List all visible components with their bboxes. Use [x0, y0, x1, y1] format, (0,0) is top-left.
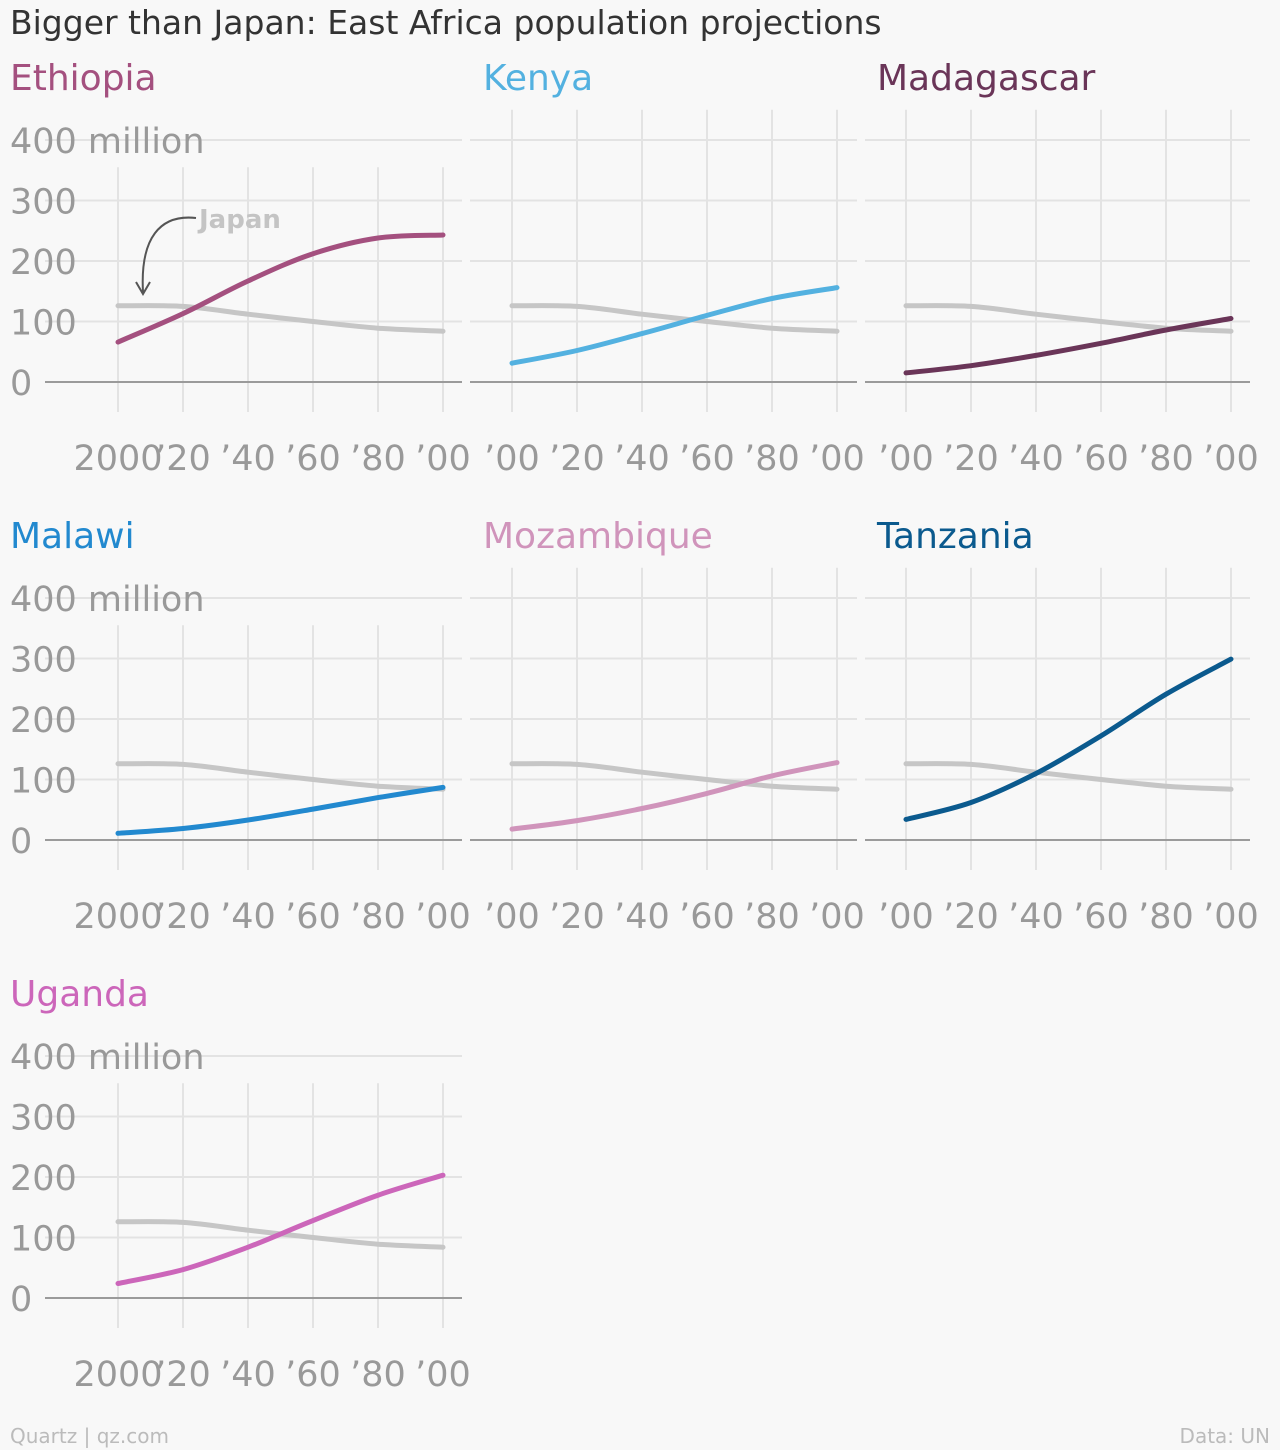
- y-tick-label: 300: [10, 1099, 77, 1139]
- x-tick-label: ’20: [155, 439, 211, 479]
- x-tick-label: ’60: [285, 439, 341, 479]
- series-line-kenya: [509, 285, 840, 366]
- x-tick-label: ’60: [679, 439, 735, 479]
- panel-title-ethiopia: Ethiopia: [10, 58, 157, 99]
- footer-source-left: Quartz | qz.com: [10, 1424, 169, 1448]
- x-tick-label: ’00: [415, 897, 471, 937]
- annotation-arrowhead: [135, 281, 151, 296]
- x-tick-label: ’20: [943, 439, 999, 479]
- y-tick-label: 200: [10, 243, 77, 283]
- y-tick-label: 0: [10, 1280, 32, 1320]
- x-tick-label: 2000: [73, 439, 162, 479]
- x-tick-label: ’80: [350, 897, 406, 937]
- series-line-japan: [509, 761, 840, 792]
- panel-malawi: Malawi 0 100 200 300 400 million 2000’20’40’60…: [10, 516, 471, 937]
- chart-title: Bigger than Japan: East Africa populatio…: [10, 3, 882, 42]
- series-line-malawi: [115, 784, 446, 836]
- y-tick-label: 100: [10, 762, 77, 802]
- x-tick-label: ’40: [220, 1355, 276, 1395]
- panel-kenya: Kenya’00’20’40’60’80’00: [470, 58, 865, 479]
- panel-madagascar: Madagascar’00’20’40’60’80’00: [865, 58, 1259, 479]
- x-tick-label: ’20: [943, 897, 999, 937]
- x-tick-label: ’80: [1138, 439, 1194, 479]
- y-tick-label: 0: [10, 364, 32, 404]
- x-tick-label: ’80: [744, 439, 800, 479]
- x-tick-label: ’00: [415, 439, 471, 479]
- series-line-japan: [903, 761, 1234, 792]
- panel-title-kenya: Kenya: [483, 58, 593, 99]
- x-tick-label: ’60: [1073, 897, 1129, 937]
- x-tick-label: ’40: [220, 439, 276, 479]
- x-tick-label: ’00: [878, 897, 934, 937]
- x-tick-label: ’80: [1138, 897, 1194, 937]
- x-tick-label: ’80: [350, 439, 406, 479]
- panel-title-madagascar: Madagascar: [877, 58, 1096, 99]
- footer-source-right: Data: UN: [1180, 1424, 1270, 1448]
- y-tick-label: 0: [10, 822, 32, 862]
- x-tick-label: ’00: [878, 439, 934, 479]
- x-tick-label: ’60: [1073, 439, 1129, 479]
- series-line-madagascar: [903, 316, 1234, 376]
- x-tick-label: ’00: [809, 439, 865, 479]
- x-tick-label: ’40: [1008, 897, 1064, 937]
- panel-title-tanzania: Tanzania: [876, 516, 1034, 557]
- y-tick-label: 400 million: [10, 580, 205, 620]
- annotation-label: Japan: [197, 205, 281, 235]
- y-tick-label: 400 million: [10, 1038, 205, 1078]
- series-line-japan: [115, 303, 446, 334]
- x-tick-label: 2000: [73, 1355, 162, 1395]
- y-tick-label: 300: [10, 641, 77, 681]
- panel-title-malawi: Malawi: [10, 516, 135, 557]
- x-tick-label: ’80: [744, 897, 800, 937]
- series-line-japan: [115, 761, 446, 792]
- y-tick-label: 100: [10, 1220, 77, 1260]
- y-tick-label: 300: [10, 183, 77, 223]
- x-tick-label: ’20: [549, 897, 605, 937]
- x-tick-label: 2000: [73, 897, 162, 937]
- x-tick-label: ’00: [809, 897, 865, 937]
- japan-annotation: Japan: [135, 205, 281, 296]
- x-tick-label: ’40: [220, 897, 276, 937]
- panel-title-uganda: Uganda: [10, 974, 149, 1015]
- series-line-uganda: [115, 1172, 446, 1286]
- y-tick-label: 200: [10, 701, 77, 741]
- series-line-japan: [509, 303, 840, 334]
- x-tick-label: ’20: [549, 439, 605, 479]
- x-tick-label: ’40: [614, 897, 670, 937]
- x-tick-label: ’40: [1008, 439, 1064, 479]
- x-tick-label: ’00: [1203, 439, 1259, 479]
- series-line-ethiopia: [115, 232, 446, 345]
- panel-title-mozambique: Mozambique: [483, 516, 713, 557]
- x-tick-label: ’20: [155, 1355, 211, 1395]
- y-tick-label: 200: [10, 1159, 77, 1199]
- x-tick-label: ’20: [155, 897, 211, 937]
- y-tick-label: 400 million: [10, 122, 205, 162]
- x-tick-label: ’60: [285, 897, 341, 937]
- panel-tanzania: Tanzania’00’20’40’60’80’00: [865, 516, 1259, 937]
- x-tick-label: ’60: [285, 1355, 341, 1395]
- x-tick-label: ’00: [415, 1355, 471, 1395]
- y-tick-label: 100: [10, 304, 77, 344]
- x-tick-label: ’00: [484, 897, 540, 937]
- x-tick-label: ’00: [1203, 897, 1259, 937]
- x-tick-label: ’80: [350, 1355, 406, 1395]
- series-line-mozambique: [509, 760, 840, 832]
- panel-mozambique: Mozambique’00’20’40’60’80’00: [470, 516, 865, 937]
- x-tick-label: ’00: [484, 439, 540, 479]
- series-line-tanzania: [903, 656, 1234, 822]
- annotation-arrow: [141, 216, 197, 293]
- x-tick-label: ’40: [614, 439, 670, 479]
- x-tick-label: ’60: [679, 897, 735, 937]
- panel-uganda: Uganda 0 100 200 300 400 million 2000’20’40’60…: [10, 974, 471, 1395]
